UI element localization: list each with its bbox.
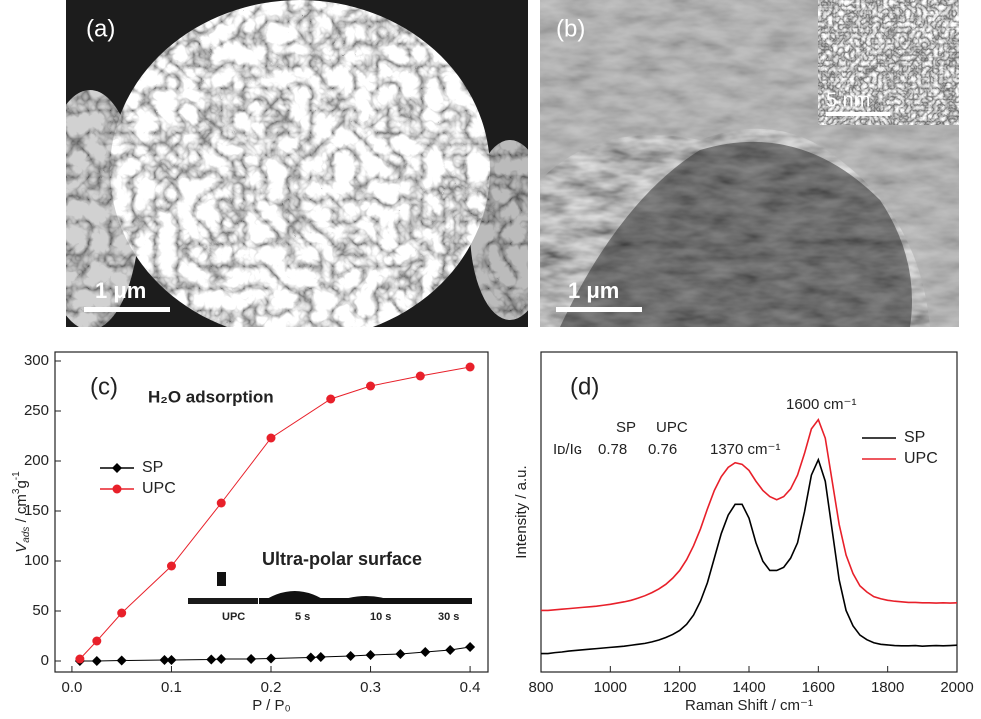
annotation: 1370 cm⁻¹ [710,441,780,458]
marker [246,654,257,664]
marker [91,656,102,666]
marker [206,654,217,665]
y-label-part: g [13,480,30,488]
legend-label: SP [904,429,925,446]
marker [420,647,431,657]
y-label-part: V [13,541,30,553]
tem-image: (b) 1 μm 5 nm [540,0,959,327]
table-value: 0.78 [598,441,627,458]
marker [465,642,476,652]
marker [92,636,102,646]
x-tick-label: 1600 [802,679,835,696]
panel-label: (d) [570,373,599,400]
marker [366,381,376,391]
marker [345,651,356,661]
legend-label: UPC [904,450,938,467]
sem-image: (a) 1 μm [66,0,528,327]
marker [266,653,277,664]
marker [445,645,456,655]
legend-marker [112,484,122,494]
y-tick-label: 0 [41,652,49,669]
x-tick-label: 1000 [594,679,627,696]
marker [216,654,227,664]
x-tick-label: 2000 [940,679,973,696]
y-label-part: 3 [11,488,22,494]
legend-label: UPC [142,480,176,497]
series-line [541,418,958,612]
marker [266,433,276,443]
plot-frame [540,351,958,673]
y-label-part: ads [21,527,32,543]
marker [305,652,316,663]
series-line [541,457,958,655]
marker [117,608,127,618]
y-tick-label: 150 [24,502,49,519]
series-line [79,366,471,660]
y-tick-label: 50 [32,602,49,619]
annotation: 30 s [438,611,459,623]
annotation: 1600 cm⁻¹ [786,396,856,413]
y-axis-label: Vads / cm3g-1 [11,471,32,553]
panel-label: (c) [90,373,118,400]
annotation: 10 s [370,611,391,623]
marker [326,394,336,404]
marker [415,371,425,381]
marker [166,655,177,665]
x-tick-label: 1400 [732,679,765,696]
marker [315,652,326,662]
x-tick-label: 0.3 [360,679,381,696]
annotation: Ultra-polar surface [262,549,422,569]
marker [465,362,475,372]
table-value: 0.76 [648,441,677,458]
inset-scale-label: 5 nm [826,89,870,111]
marker [166,561,176,571]
x-tick-label: 1200 [663,679,696,696]
x-tick-label: 1800 [871,679,904,696]
panel-label: (b) [556,15,585,42]
marker [395,649,406,659]
marker [75,654,85,664]
annotation: 5 s [295,611,310,623]
x-tick-label: 0.2 [261,679,282,696]
scale-bar-label: 1 μm [95,278,146,303]
panel-label: (a) [86,15,115,42]
table-row-label: Iᴅ/Iɢ [553,441,582,458]
marker [365,650,376,660]
y-tick-label: 300 [24,352,49,369]
y-label-part: -1 [11,471,22,480]
legend-label: SP [142,459,163,476]
x-tick-label: 0.4 [460,679,481,696]
x-tick-label: 0.0 [61,679,82,696]
marker [159,655,170,665]
y-tick-label: 200 [24,452,49,469]
x-axis-label: P / P₀ [252,697,290,714]
table-header: UPC [656,419,688,436]
marker [116,655,127,666]
annotation: UPC [222,611,245,623]
y-tick-label: 250 [24,402,49,419]
scale-bar-label: 1 μm [568,278,619,303]
contact-angle-inset [188,572,472,604]
marker [216,498,226,508]
x-tick-label: 800 [528,679,553,696]
x-axis-label: Raman Shift / cm⁻¹ [685,697,813,714]
y-axis-label: Intensity / a.u. [513,465,530,558]
table-header: SP [616,419,636,436]
y-label-part: / cm [13,494,30,527]
legend-marker [112,463,122,473]
y-tick-label: 100 [24,552,49,569]
annotation: H₂O adsorption [148,387,274,406]
x-tick-label: 0.1 [161,679,182,696]
